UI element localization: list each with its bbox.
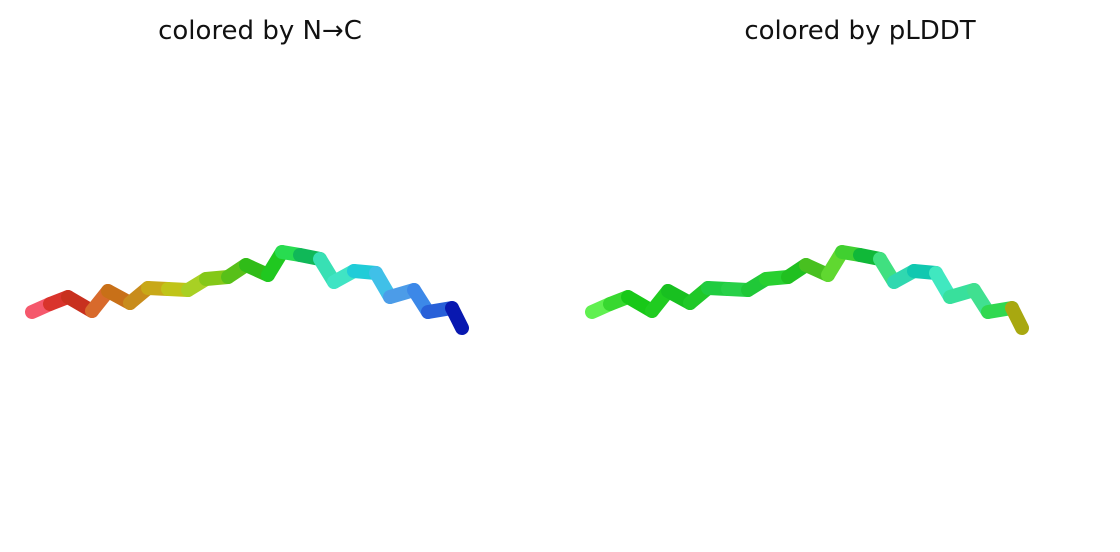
- plddt-panel: colored by pLDDT: [560, 0, 1120, 552]
- n-to-c-panel: colored by N→C: [25, 16, 469, 335]
- panel-title: colored by N→C: [158, 16, 362, 46]
- backbone-trace-n-to-c: [25, 245, 469, 335]
- panel-title: colored by pLDDT: [744, 16, 976, 46]
- backbone-segment: [1005, 301, 1029, 335]
- backbone-segment: [445, 301, 469, 335]
- backbone-trace-plddt: [585, 245, 1029, 335]
